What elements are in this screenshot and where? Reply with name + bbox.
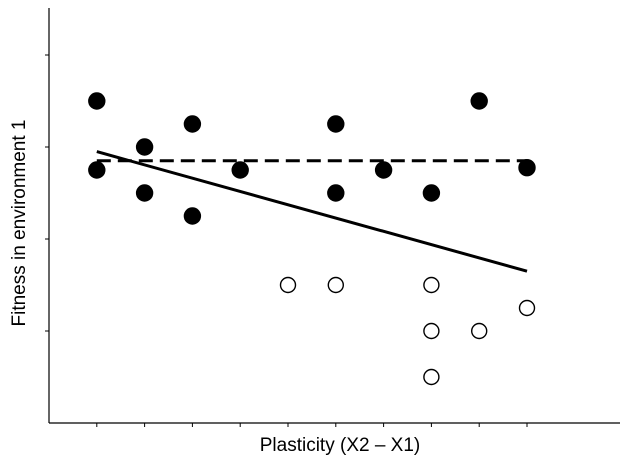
fit-lines xyxy=(96,150,528,273)
filled-data-point xyxy=(183,115,202,133)
data-points xyxy=(88,92,536,386)
filled-data-point xyxy=(422,184,441,202)
open-data-point xyxy=(279,276,297,294)
open-data-point xyxy=(518,299,536,317)
y-axis-label: Fitness in environment 1 xyxy=(9,120,30,327)
x-axis-label: Plasticity (X2 – X1) xyxy=(260,435,421,456)
open-data-point xyxy=(423,276,440,294)
filled-data-point xyxy=(135,184,154,202)
filled-data-point xyxy=(327,115,345,133)
open-data-point xyxy=(423,322,440,340)
filled-data-point xyxy=(231,161,249,179)
solid-trend-line xyxy=(96,150,528,273)
open-data-point xyxy=(327,276,344,294)
open-data-point xyxy=(471,322,488,340)
filled-data-point xyxy=(88,92,106,110)
filled-data-point xyxy=(518,158,536,177)
filled-data-point xyxy=(470,92,488,110)
axis-ticks xyxy=(45,54,528,427)
filled-data-point xyxy=(327,184,345,202)
open-data-point xyxy=(423,368,440,386)
filled-data-point xyxy=(135,138,154,156)
filled-data-point xyxy=(183,207,202,225)
filled-data-point xyxy=(374,161,393,179)
filled-data-point xyxy=(88,161,106,179)
